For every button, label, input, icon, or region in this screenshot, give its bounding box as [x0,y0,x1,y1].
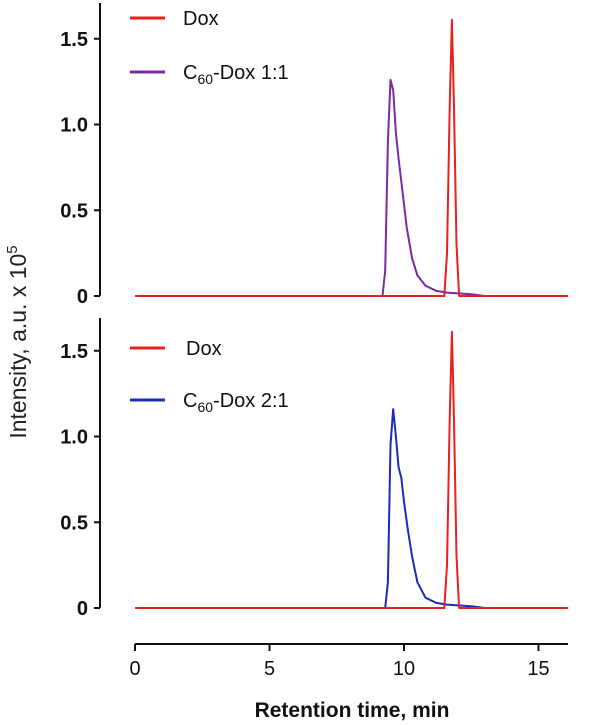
x-tick-label: 5 [264,658,275,680]
series-line-dox [135,330,569,609]
y-axis-label: Intensity, a.u. x 105 [4,245,31,438]
x-tick-label: 0 [129,658,140,680]
legend-text-subscript: 60 [197,399,213,415]
legend-entry: Dox [186,338,222,360]
series-line-c60-dox [135,408,569,609]
y-tick-label: 1.5 [60,29,88,51]
x-tick-label: 15 [527,658,549,680]
chart-panel-top: 0 0.5 1.0 1.5 Dox C60-Dox 1:1 [60,3,569,308]
legend-entry: Dox [183,8,219,30]
legend-entry: C60-Dox 1:1 [183,62,289,87]
legend-text-part: C [183,390,197,412]
legend-text-subscript: 60 [197,71,213,87]
y-axis-label-exponent: 5 [4,245,21,253]
x-axis-label: Retention time, min [255,699,450,722]
series-line-dox [135,18,569,297]
chart-panel-bottom: 0 0.5 1.0 1.5 Dox C60-Dox 2:1 0 5 10 15 [60,318,569,680]
legend-text-part: -Dox 1:1 [213,62,289,84]
y-tick-label: 0 [77,286,88,308]
legend-text-part: C [183,62,197,84]
x-tick-label: 10 [393,658,415,680]
y-tick-label: 0.5 [60,200,88,222]
legend-entry: C60-Dox 2:1 [183,390,289,415]
y-tick-label: 1.0 [60,427,88,449]
y-tick-label: 1.5 [60,341,88,363]
series-line-c60-dox [135,78,569,297]
y-tick-label: 0.5 [60,512,88,534]
y-axis-label-text: Intensity, a.u. x 10 [5,254,31,439]
y-tick-label: 0 [77,598,88,620]
y-tick-label: 1.0 [60,115,88,137]
legend-text-part: -Dox 2:1 [213,390,289,412]
